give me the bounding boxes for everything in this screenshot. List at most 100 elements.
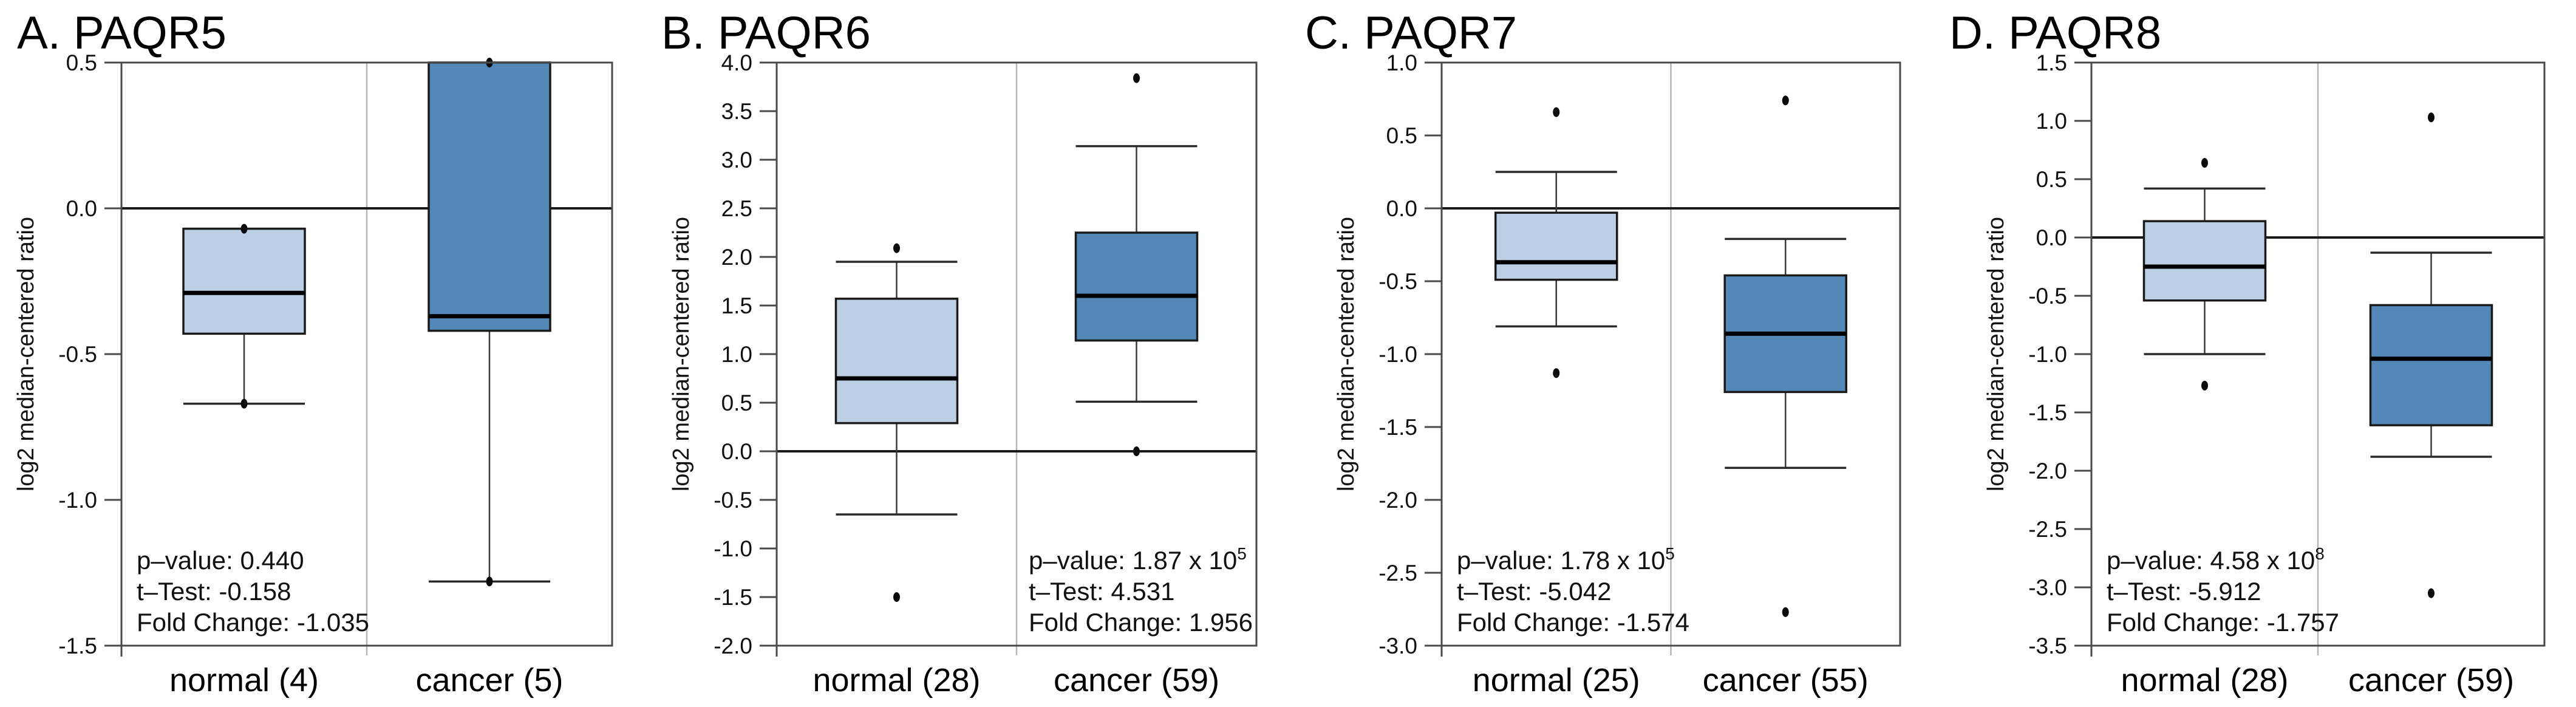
stats-pvalue: p–value: 4.58 x 108 — [2107, 544, 2325, 575]
outlier-dot — [1782, 95, 1789, 106]
stats-ttest: t–Test: -5.042 — [1457, 577, 1611, 606]
panel-title: D. PAQR8 — [1949, 7, 2161, 59]
y-tick-label: -0.5 — [714, 488, 752, 513]
y-tick-label: -2.5 — [1378, 561, 1417, 586]
outlier-dot — [1782, 607, 1789, 617]
y-axis-title: log2 median-centered ratio — [1334, 217, 1359, 491]
y-tick-label: 0.5 — [66, 50, 97, 75]
outlier-dot — [2201, 380, 2208, 391]
outlier-dot — [2201, 158, 2208, 168]
stats-pvalue-base: p–value: 1.78 x 10 — [1457, 546, 1665, 575]
stats-pvalue: p–value: 0.440 — [137, 546, 304, 575]
outlier-dot — [240, 224, 248, 234]
stats-foldchange: Fold Change: -1.757 — [2107, 608, 2339, 637]
y-tick-label: -1.0 — [58, 488, 97, 513]
y-tick-label: -0.5 — [1378, 269, 1417, 294]
outlier-dot — [486, 576, 493, 587]
x-category-label: normal (28) — [813, 662, 980, 698]
y-axis-title: log2 median-centered ratio — [13, 217, 39, 491]
stats-ttest: t–Test: -0.158 — [137, 577, 291, 606]
x-category-label: normal (25) — [1473, 662, 1640, 698]
stats-ttest: t–Test: -5.912 — [2107, 577, 2261, 606]
y-tick-label: 0.5 — [2036, 167, 2067, 192]
y-tick-label: -1.0 — [2028, 342, 2067, 367]
y-tick-label: -1.0 — [1378, 342, 1417, 367]
y-tick-label: 3.0 — [721, 148, 752, 172]
box-normal — [834, 298, 958, 425]
x-category-label: cancer (59) — [1053, 662, 1219, 698]
plot-frame — [2090, 61, 2545, 647]
y-axis-title: log2 median-centered ratio — [669, 217, 694, 491]
x-category-label: cancer (55) — [1703, 662, 1869, 698]
outlier-dot — [1133, 446, 1140, 456]
y-tick-label: -0.5 — [58, 342, 97, 367]
y-tick-label: 2.5 — [721, 196, 752, 221]
y-tick-label: 3.5 — [721, 99, 752, 124]
outlier-dot — [1133, 73, 1140, 83]
stats-pvalue-base: p–value: 1.87 x 10 — [1029, 546, 1237, 575]
box-normal — [1494, 211, 1618, 281]
y-tick-label: -3.0 — [2028, 575, 2067, 600]
y-tick-label: 2.0 — [721, 245, 752, 270]
stats-foldchange: Fold Change: 1.956 — [1029, 608, 1253, 637]
panel-title: A. PAQR5 — [17, 7, 227, 59]
y-tick-label: -2.0 — [714, 634, 752, 658]
y-tick-label: -2.5 — [2028, 517, 2067, 542]
y-tick-label: -0.5 — [2028, 284, 2067, 309]
y-tick-label: -1.0 — [714, 536, 752, 561]
y-tick-label: 4.0 — [721, 50, 752, 75]
y-tick-label: 0.0 — [721, 439, 752, 464]
stats-pvalue: p–value: 1.87 x 105 — [1029, 544, 1247, 575]
y-tick-label: 0.0 — [66, 196, 97, 221]
y-tick-label: 1.5 — [2036, 50, 2067, 75]
stats-foldchange: Fold Change: -1.574 — [1457, 608, 1689, 637]
stats-pvalue: p–value: 1.78 x 105 — [1457, 544, 1675, 575]
plot-frame — [120, 61, 613, 647]
y-tick-label: 1.5 — [721, 293, 752, 318]
x-category-label: cancer (5) — [415, 662, 563, 698]
x-category-label: normal (28) — [2121, 662, 2288, 698]
box-normal — [182, 227, 306, 335]
stats-ttest: t–Test: 4.531 — [1029, 577, 1175, 606]
plot-frame — [775, 61, 1257, 647]
stats-pvalue-base: p–value: 4.58 x 10 — [2107, 546, 2315, 575]
y-tick-label: 0.5 — [721, 391, 752, 415]
plot-frame — [1440, 61, 1901, 647]
y-tick-label: -2.0 — [2028, 459, 2067, 483]
outlier-dot — [2427, 112, 2435, 123]
y-tick-label: 1.0 — [721, 342, 752, 367]
x-category-label: cancer (59) — [2348, 662, 2513, 698]
y-tick-label: -1.5 — [58, 634, 97, 658]
y-tick-label: 1.0 — [1386, 50, 1417, 75]
outlier-dot — [893, 592, 900, 602]
outlier-dot — [1553, 107, 1560, 117]
panel-title: C. PAQR7 — [1305, 7, 1517, 59]
y-tick-label: 1.0 — [2036, 109, 2067, 134]
y-tick-label: 0.0 — [2036, 225, 2067, 250]
outlier-dot — [893, 243, 900, 253]
y-tick-label: -1.5 — [1378, 415, 1417, 440]
stats-pvalue-exponent: 5 — [1665, 544, 1675, 563]
stats-pvalue-base: p–value: 0.440 — [137, 546, 304, 575]
panel-title: B. PAQR6 — [661, 7, 871, 59]
stats-pvalue-exponent: 8 — [2315, 544, 2325, 563]
box-cancer — [1074, 231, 1198, 342]
stats-pvalue-exponent: 5 — [1237, 544, 1247, 563]
y-tick-label: -3.0 — [1378, 634, 1417, 658]
outlier-dot — [1553, 368, 1560, 378]
stats-foldchange: Fold Change: -1.035 — [137, 608, 369, 637]
box-cancer — [2369, 304, 2493, 426]
box-normal — [2142, 220, 2266, 302]
box-cancer — [428, 61, 551, 332]
y-tick-label: -3.5 — [2028, 634, 2067, 658]
y-tick-label: -2.0 — [1378, 488, 1417, 513]
x-category-label: normal (4) — [169, 662, 319, 698]
y-tick-label: -1.5 — [714, 585, 752, 610]
outlier-dot — [2427, 588, 2435, 598]
y-tick-label: 0.5 — [1386, 123, 1417, 148]
y-tick-label: 0.0 — [1386, 196, 1417, 221]
